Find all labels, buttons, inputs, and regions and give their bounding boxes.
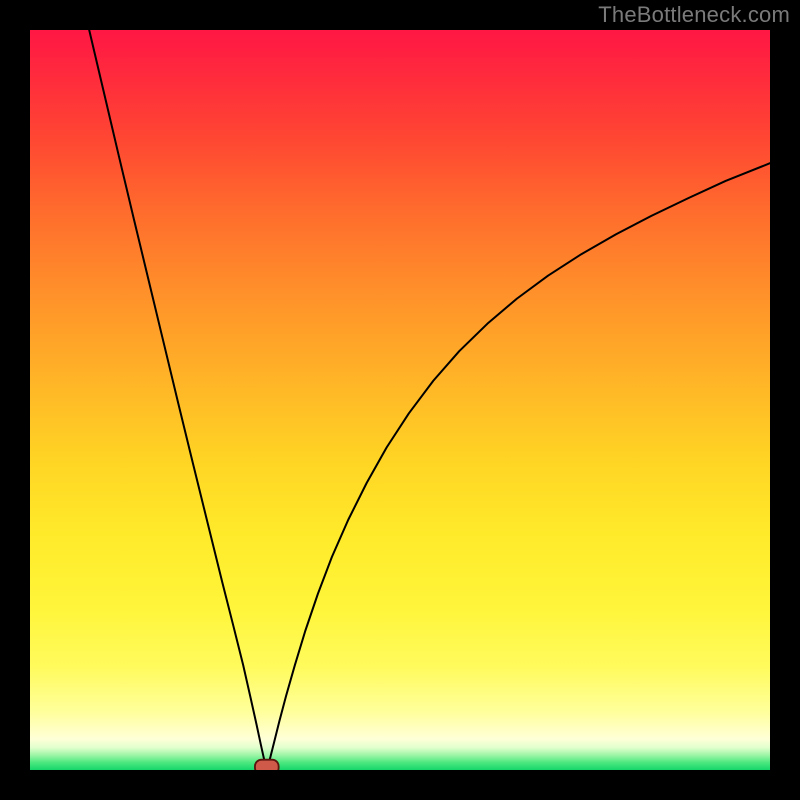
plot-area xyxy=(30,30,770,770)
watermark-text: TheBottleneck.com xyxy=(598,2,790,28)
chart-svg xyxy=(30,30,770,770)
optimal-marker xyxy=(255,760,279,770)
chart-frame: TheBottleneck.com xyxy=(0,0,800,800)
gradient-background xyxy=(30,30,770,770)
